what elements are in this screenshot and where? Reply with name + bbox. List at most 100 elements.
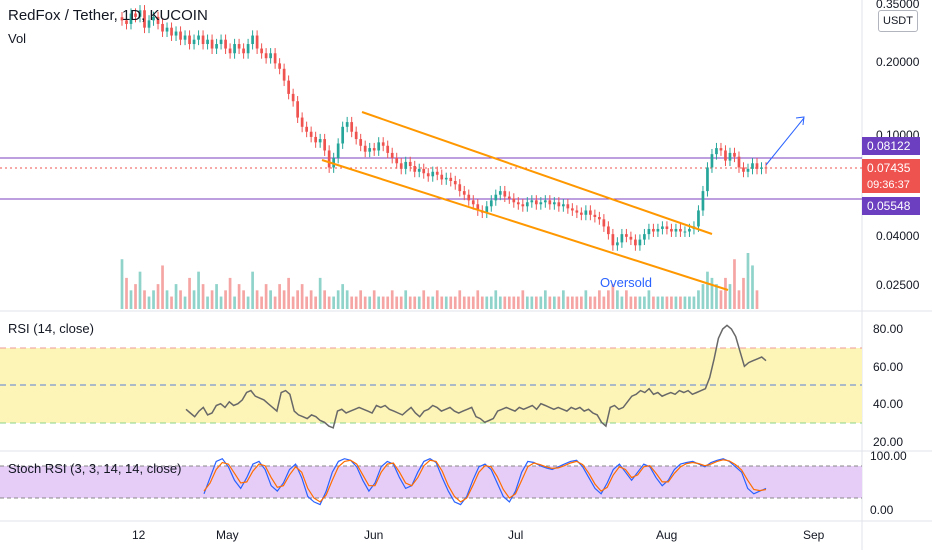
candle[interactable]: [296, 101, 299, 118]
candle[interactable]: [710, 154, 714, 168]
candle[interactable]: [634, 239, 637, 246]
candle[interactable]: [602, 219, 606, 227]
candle[interactable]: [557, 202, 561, 207]
candle[interactable]: [570, 208, 574, 211]
candle[interactable]: [656, 228, 660, 232]
price-axis[interactable]: 0.35000 0.20000 0.10000 0.04000 0.02500: [876, 0, 920, 292]
time-axis[interactable]: 12 May Jun Jul Aug Sep: [132, 528, 825, 542]
candle[interactable]: [255, 35, 259, 49]
candle[interactable]: [471, 200, 475, 205]
projection-arrow[interactable]: [765, 117, 805, 166]
candle[interactable]: [521, 204, 525, 207]
candle[interactable]: [390, 152, 394, 158]
candle[interactable]: [498, 191, 502, 195]
candle[interactable]: [323, 139, 327, 151]
candle[interactable]: [760, 167, 763, 169]
candle[interactable]: [381, 142, 385, 146]
candle[interactable]: [174, 31, 178, 36]
candle[interactable]: [485, 206, 489, 213]
candle[interactable]: [548, 200, 552, 205]
candle[interactable]: [210, 39, 214, 49]
candle[interactable]: [354, 131, 358, 140]
candle[interactable]: [417, 168, 421, 172]
candle[interactable]: [179, 31, 182, 40]
stoch-axis[interactable]: 100.00 0.00: [870, 449, 907, 517]
candle[interactable]: [413, 166, 417, 172]
candle[interactable]: [449, 177, 453, 182]
candle[interactable]: [138, 10, 142, 17]
candle[interactable]: [494, 194, 498, 201]
candle[interactable]: [534, 200, 538, 205]
candle[interactable]: [386, 145, 390, 153]
candle[interactable]: [350, 122, 354, 132]
candle[interactable]: [359, 139, 363, 146]
candle[interactable]: [643, 234, 646, 240]
candle[interactable]: [530, 200, 534, 203]
candle[interactable]: [305, 126, 308, 132]
candle[interactable]: [192, 39, 196, 45]
candle[interactable]: [120, 17, 124, 21]
candle[interactable]: [525, 202, 529, 207]
candle[interactable]: [372, 148, 376, 151]
candle[interactable]: [435, 171, 439, 175]
channel-lower-line[interactable]: [321, 159, 729, 291]
candle[interactable]: [652, 228, 655, 232]
candle[interactable]: [476, 204, 480, 211]
candle[interactable]: [462, 191, 466, 195]
candle[interactable]: [264, 53, 268, 59]
candle[interactable]: [575, 210, 579, 213]
candle[interactable]: [679, 228, 682, 232]
stoch-d-line[interactable]: [203, 459, 767, 503]
candle[interactable]: [408, 161, 412, 167]
candle[interactable]: [507, 196, 511, 199]
candle[interactable]: [237, 44, 241, 49]
candle[interactable]: [224, 39, 227, 49]
candle[interactable]: [422, 168, 426, 174]
candle[interactable]: [228, 48, 232, 54]
candle[interactable]: [215, 44, 218, 49]
candle[interactable]: [611, 234, 615, 246]
candle[interactable]: [399, 163, 403, 169]
candle[interactable]: [638, 239, 642, 246]
candle[interactable]: [737, 156, 741, 168]
candle[interactable]: [440, 174, 444, 180]
candle[interactable]: [278, 63, 281, 69]
candle[interactable]: [598, 217, 601, 220]
candle[interactable]: [607, 226, 610, 235]
candle[interactable]: [665, 226, 669, 229]
candle[interactable]: [219, 39, 223, 45]
candle[interactable]: [444, 177, 448, 180]
candle[interactable]: [404, 161, 408, 169]
oversold-annotation[interactable]: Oversold: [600, 275, 653, 290]
candle[interactable]: [309, 131, 313, 137]
candle[interactable]: [625, 234, 628, 237]
candle[interactable]: [246, 44, 250, 54]
candle[interactable]: [661, 226, 664, 229]
candle[interactable]: [125, 20, 128, 24]
candle[interactable]: [377, 142, 381, 151]
candle[interactable]: [368, 148, 372, 152]
candle[interactable]: [566, 204, 570, 209]
candle[interactable]: [345, 122, 349, 127]
candle[interactable]: [161, 23, 164, 32]
candle[interactable]: [134, 13, 137, 17]
candle[interactable]: [170, 27, 173, 36]
candle[interactable]: [282, 68, 286, 81]
candle[interactable]: [620, 234, 624, 243]
candle[interactable]: [327, 150, 331, 168]
candle[interactable]: [129, 13, 133, 24]
candle[interactable]: [188, 35, 191, 45]
candle[interactable]: [580, 212, 583, 215]
currency-unit-button[interactable]: USDT: [878, 10, 918, 32]
rsi-line[interactable]: [185, 324, 767, 429]
candle[interactable]: [755, 163, 759, 169]
candle[interactable]: [287, 80, 290, 94]
candle[interactable]: [269, 53, 272, 59]
candle[interactable]: [489, 200, 493, 207]
candle[interactable]: [453, 181, 457, 185]
candle[interactable]: [728, 152, 732, 161]
candle[interactable]: [589, 210, 592, 215]
candle[interactable]: [197, 35, 200, 40]
candle[interactable]: [733, 152, 736, 157]
